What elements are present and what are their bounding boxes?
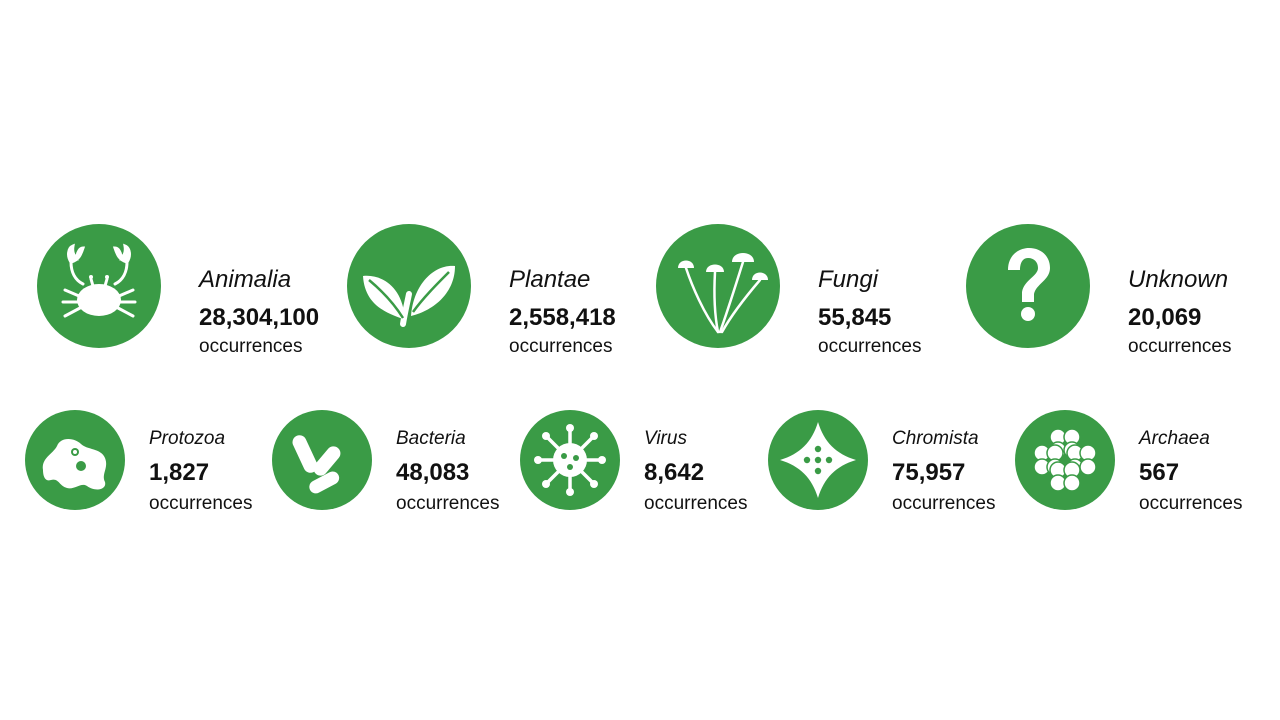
virus-icon: [520, 410, 620, 510]
occurrence-count: 55,845: [818, 304, 892, 331]
occurrence-count: 75,957: [892, 459, 966, 486]
occurrence-unit: occurrences: [1139, 493, 1243, 514]
occurrence-count: 2,558,418: [509, 304, 616, 331]
question-mark-icon: [966, 224, 1090, 348]
crab-icon: [37, 224, 161, 348]
kingdom-name: Archaea: [1139, 428, 1210, 449]
occurrence-count: 48,083: [396, 459, 470, 486]
kingdom-name: Virus: [644, 428, 687, 449]
kingdom-name: Unknown: [1128, 266, 1229, 293]
leaf-sprout-icon: [347, 224, 471, 348]
occurrence-count: 28,304,100: [199, 304, 320, 331]
archaea-cluster-icon: [1015, 410, 1115, 510]
kingdom-name: Bacteria: [396, 428, 466, 449]
occurrence-count: 20,069: [1128, 304, 1202, 331]
occurrence-unit: occurrences: [509, 336, 613, 357]
kingdom-name: Plantae: [509, 266, 591, 293]
amoeba-icon: [25, 410, 125, 510]
occurrence-unit: occurrences: [818, 336, 922, 357]
occurrence-unit: occurrences: [149, 493, 253, 514]
kingdom-name: Chromista: [892, 428, 979, 449]
occurrence-count: 1,827: [149, 459, 210, 486]
occurrence-unit: occurrences: [644, 493, 748, 514]
occurrence-unit: occurrences: [396, 493, 500, 514]
diatom-icon: [768, 410, 868, 510]
occurrence-unit: occurrences: [199, 336, 303, 357]
kingdom-name: Animalia: [199, 266, 292, 293]
occurrence-count: 567: [1139, 459, 1180, 486]
kingdom-name: Fungi: [818, 266, 879, 293]
mushroom-icon: [656, 224, 780, 348]
occurrence-unit: occurrences: [892, 493, 996, 514]
kingdom-name: Protozoa: [149, 428, 226, 449]
bacteria-icon: [272, 410, 372, 510]
occurrence-count: 8,642: [644, 459, 705, 486]
occurrence-unit: occurrences: [1128, 336, 1232, 357]
